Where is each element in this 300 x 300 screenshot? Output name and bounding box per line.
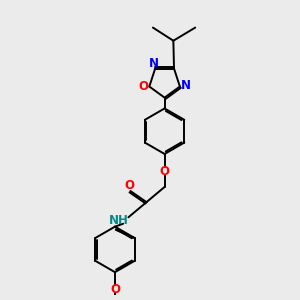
Text: O: O xyxy=(124,179,134,192)
Text: N: N xyxy=(181,79,191,92)
Text: O: O xyxy=(138,80,148,93)
Text: O: O xyxy=(160,165,170,178)
Text: N: N xyxy=(149,57,159,70)
Text: O: O xyxy=(110,283,120,296)
Text: NH: NH xyxy=(109,214,129,227)
